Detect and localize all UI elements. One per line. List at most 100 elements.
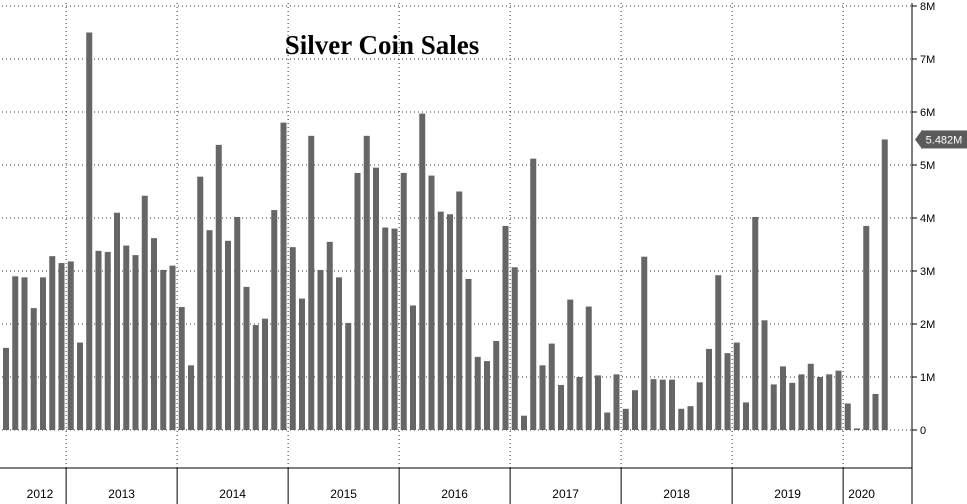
bar (669, 379, 675, 430)
bar (474, 356, 481, 430)
bar (345, 322, 352, 430)
bar (400, 172, 407, 430)
x-year-label: 2017 (552, 487, 579, 501)
bar (826, 374, 833, 430)
x-year-label: 2020 (848, 487, 875, 501)
bar (539, 365, 546, 430)
bar (104, 251, 111, 430)
bar (114, 212, 120, 430)
bar (844, 403, 851, 430)
bar (206, 230, 213, 430)
bar (382, 227, 389, 430)
bar (863, 225, 870, 430)
x-year-label: 2018 (663, 487, 690, 501)
y-tick-label: 0 (920, 425, 926, 437)
bar (724, 353, 731, 430)
bar (706, 348, 712, 430)
bar (391, 228, 398, 430)
bar (493, 340, 500, 430)
bar (169, 265, 176, 430)
bar (419, 113, 426, 430)
y-tick-label: 2M (920, 319, 935, 331)
bar (854, 428, 860, 430)
bar (807, 363, 814, 430)
bar (280, 122, 287, 430)
chart-title: Silver Coin Sales (285, 30, 480, 60)
bar (447, 214, 453, 430)
bar (604, 412, 611, 430)
grid-layer (2, 3, 912, 468)
bar (622, 408, 629, 430)
bars-layer (3, 32, 888, 431)
bar (715, 275, 722, 430)
bar (632, 390, 638, 430)
bar (511, 267, 518, 430)
bar (95, 250, 102, 430)
bar (437, 211, 444, 430)
bar (881, 139, 888, 431)
bar (77, 342, 83, 430)
bar (817, 377, 823, 430)
bar (743, 402, 749, 430)
bar (576, 377, 583, 430)
bar (30, 308, 37, 430)
bar (271, 210, 278, 430)
bar (798, 374, 805, 430)
bar (456, 191, 463, 430)
x-year-label: 2014 (219, 487, 246, 501)
bar (752, 216, 759, 430)
bar (21, 277, 28, 430)
bar (641, 256, 648, 430)
bar (252, 325, 259, 430)
bar (585, 306, 592, 430)
bar (58, 263, 65, 430)
bar (215, 144, 222, 431)
bar (123, 245, 130, 430)
y-tick-label: 7M (920, 54, 935, 66)
bar (326, 241, 333, 430)
bar (428, 175, 435, 430)
bar (595, 375, 601, 430)
bar (40, 277, 46, 430)
bar (160, 269, 167, 430)
bar (354, 172, 361, 430)
x-year-label: 2012 (27, 487, 54, 501)
bar (3, 347, 9, 430)
x-year-label: 2019 (774, 487, 801, 501)
bar (484, 361, 490, 430)
bar (151, 238, 157, 430)
bar (243, 286, 250, 430)
bar (373, 167, 379, 430)
bar (521, 415, 527, 430)
bar (188, 365, 194, 430)
bar (558, 384, 564, 430)
y-tick-label: 6M (920, 107, 935, 119)
x-year-label: 2015 (330, 487, 357, 501)
callout-box (921, 130, 967, 149)
bar (548, 343, 555, 430)
bar (178, 307, 185, 430)
bar (197, 176, 204, 430)
bar (465, 278, 472, 430)
bar (12, 276, 19, 430)
bar (789, 382, 796, 430)
bar (308, 135, 315, 430)
bar (336, 277, 342, 430)
bar (141, 195, 148, 430)
x-year-label: 2013 (108, 487, 135, 501)
bar (363, 135, 370, 430)
bar (872, 393, 879, 430)
callout-label: 5.482M (926, 134, 963, 146)
y-tick-label: 1M (920, 372, 935, 384)
bar (687, 406, 694, 430)
bar (67, 261, 74, 430)
bar (659, 379, 666, 430)
bar (530, 158, 537, 430)
bar (49, 256, 56, 430)
bar (86, 32, 93, 430)
y-tick-label: 4M (920, 213, 935, 225)
bar (262, 318, 268, 430)
callout-arrow (915, 131, 921, 148)
